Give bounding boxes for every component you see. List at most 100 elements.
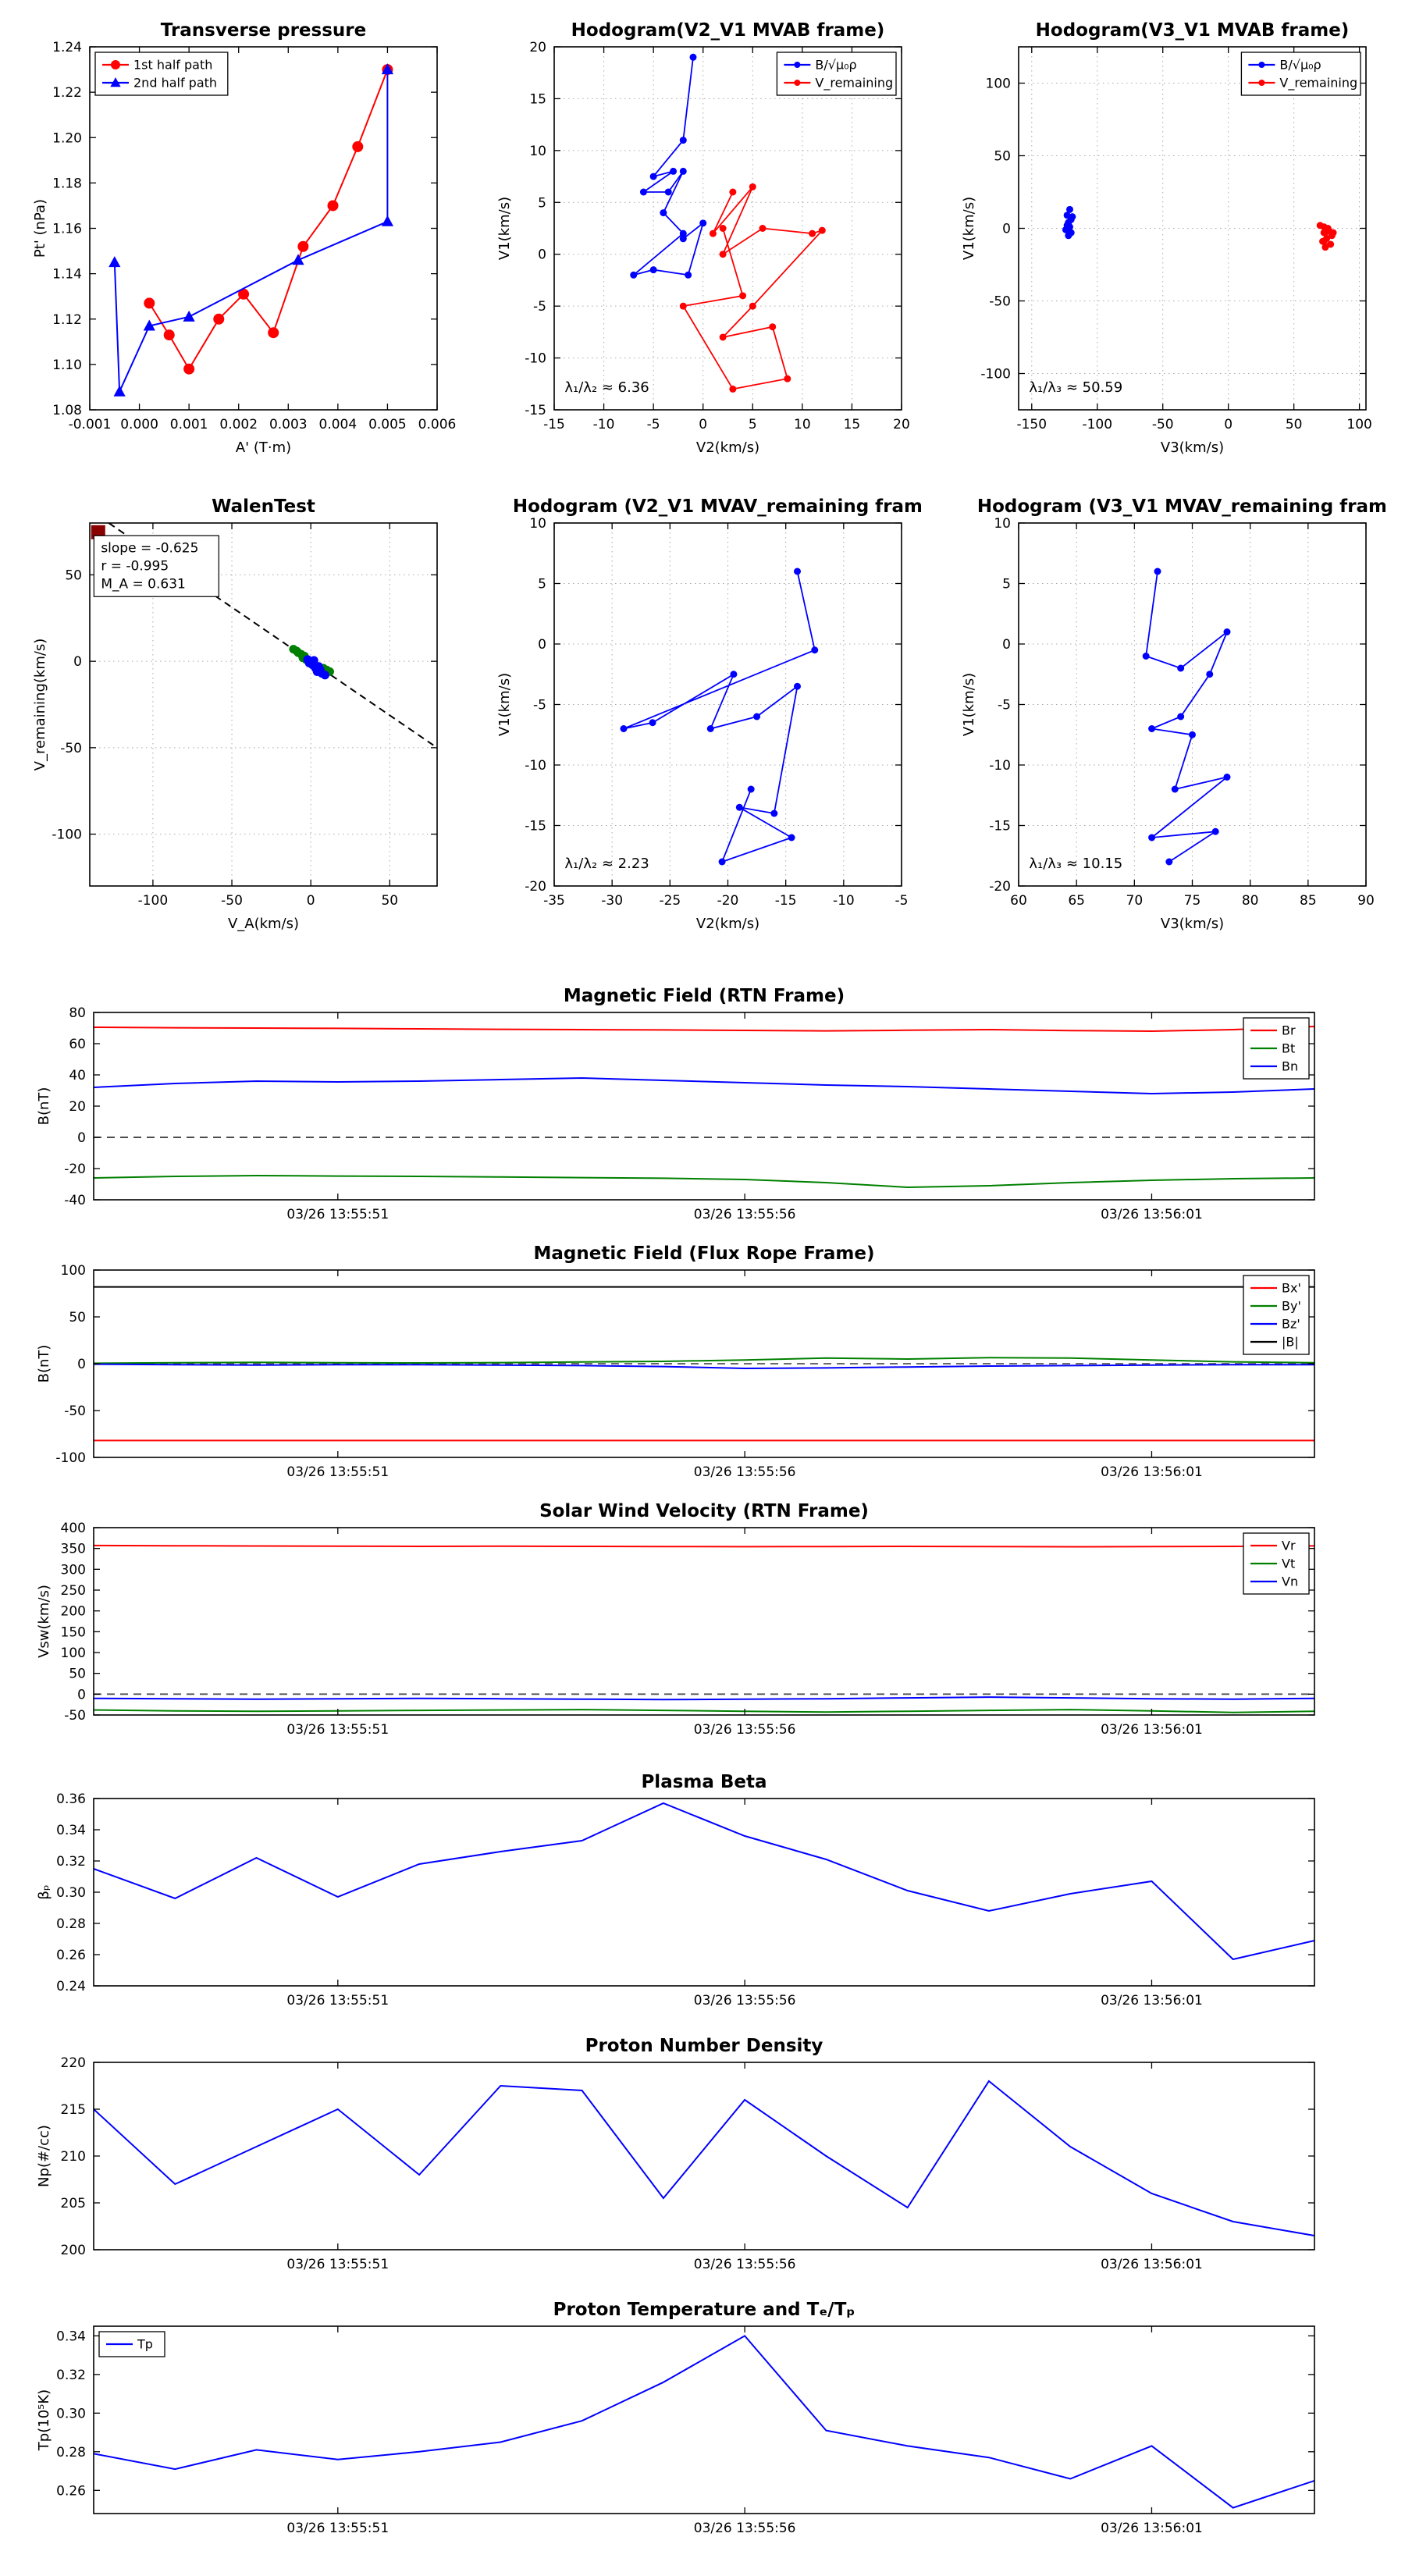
chart-hodogram-v2v1-mvab: -15 -10 -5 0 5 10 15 20 -15 -10 -5 0 5 10 15 20 Hodogram… [484, 12, 921, 464]
svg-text:0.28: 0.28 [56, 2445, 86, 2460]
svg-text:-20: -20 [717, 893, 739, 909]
svg-text:slope = -0.625: slope = -0.625 [101, 540, 198, 556]
svg-text:-100: -100 [1082, 417, 1112, 432]
svg-text:-0.001: -0.001 [69, 417, 112, 432]
svg-text:03/26 13:55:51: 03/26 13:55:51 [286, 1993, 389, 2008]
svg-text:50: 50 [69, 1667, 86, 1682]
svg-text:B(nT): B(nT) [36, 1087, 52, 1126]
svg-text:0.30: 0.30 [56, 2406, 86, 2421]
svg-text:V2(km/s): V2(km/s) [696, 439, 759, 456]
svg-text:0.34: 0.34 [56, 2329, 86, 2344]
svg-text:r = -0.995: r = -0.995 [101, 558, 169, 574]
svg-text:200: 200 [61, 2243, 86, 2258]
svg-text:03/26 13:56:01: 03/26 13:56:01 [1101, 1993, 1203, 2008]
svg-text:M_A = 0.631: M_A = 0.631 [101, 576, 186, 592]
svg-text:Vn: Vn [1282, 1574, 1298, 1589]
svg-text:03/26 13:55:56: 03/26 13:55:56 [694, 1993, 796, 2008]
svg-text:Hodogram(V3_V1 MVAB frame): Hodogram(V3_V1 MVAB frame) [1036, 20, 1350, 41]
svg-text:150: 150 [61, 1624, 86, 1640]
svg-text:Vr: Vr [1282, 1539, 1296, 1553]
chart-magnetic-field-flux-rope: 03/26 13:55:51 03/26 13:55:56 03/26 13:56:… [0, 1237, 1405, 1495]
svg-text:λ₁/λ₂ ≈ 2.23: λ₁/λ₂ ≈ 2.23 [564, 856, 649, 872]
svg-text:V1(km/s): V1(km/s) [961, 197, 977, 260]
svg-text:-5: -5 [533, 698, 546, 713]
svg-text:-5: -5 [533, 299, 546, 315]
svg-text:20: 20 [893, 417, 910, 432]
svg-text:-150: -150 [1016, 417, 1047, 432]
svg-text:03/26 13:55:56: 03/26 13:55:56 [694, 2521, 796, 2536]
svg-text:50: 50 [381, 893, 398, 909]
svg-text:Magnetic Field (Flux Rope Fram: Magnetic Field (Flux Rope Frame) [534, 1244, 875, 1264]
svg-text:0: 0 [307, 893, 315, 909]
svg-text:-100: -100 [138, 893, 169, 909]
svg-text:Pt' (nPa): Pt' (nPa) [32, 199, 48, 258]
svg-text:B(nT): B(nT) [36, 1345, 52, 1383]
chart-plasma-beta: 03/26 13:55:51 03/26 13:55:56 03/26 13:56:… [0, 1766, 1405, 2023]
svg-text:80: 80 [1242, 893, 1259, 909]
svg-text:03/26 13:56:01: 03/26 13:56:01 [1101, 2257, 1203, 2272]
svg-text:0: 0 [77, 1687, 86, 1703]
svg-text:Np(#/cc): Np(#/cc) [36, 2125, 52, 2187]
svg-text:40: 40 [69, 1068, 86, 1083]
svg-text:V2(km/s): V2(km/s) [696, 916, 759, 932]
svg-text:-20: -20 [989, 879, 1011, 895]
svg-text:By': By' [1282, 1299, 1301, 1314]
svg-text:-20: -20 [64, 1162, 86, 1177]
svg-text:0.28: 0.28 [56, 1916, 86, 1932]
svg-text:0.000: 0.000 [120, 417, 158, 432]
svg-text:Tp: Tp [137, 2337, 153, 2352]
svg-text:15: 15 [844, 417, 861, 432]
svg-text:03/26 13:55:51: 03/26 13:55:51 [286, 2257, 389, 2272]
svg-text:210: 210 [61, 2149, 86, 2165]
svg-text:V1(km/s): V1(km/s) [496, 197, 513, 260]
svg-text:V3(km/s): V3(km/s) [1161, 916, 1224, 932]
svg-text:85: 85 [1300, 893, 1317, 909]
svg-text:0.32: 0.32 [56, 2368, 86, 2383]
svg-text:60: 60 [1010, 893, 1027, 909]
svg-text:03/26 13:55:51: 03/26 13:55:51 [286, 2521, 389, 2536]
chart-proton-temperature: 03/26 13:55:51 03/26 13:55:56 03/26 13:56:… [0, 2293, 1405, 2551]
svg-text:1.20: 1.20 [52, 130, 82, 146]
svg-text:15: 15 [529, 91, 546, 107]
svg-text:0.34: 0.34 [56, 1823, 86, 1838]
svg-text:100: 100 [1346, 417, 1371, 432]
svg-text:-100: -100 [980, 367, 1011, 382]
svg-text:10: 10 [529, 516, 546, 532]
svg-text:Bt: Bt [1282, 1041, 1295, 1056]
svg-text:-10: -10 [593, 417, 615, 432]
svg-text:400: 400 [61, 1521, 86, 1536]
svg-text:V1(km/s): V1(km/s) [496, 673, 513, 736]
svg-text:Proton Number Density: Proton Number Density [585, 2036, 823, 2056]
svg-text:-50: -50 [221, 893, 243, 909]
chart-hodogram-v3v1-mvav: 60 65 70 75 80 85 90 -20 -15 -10 -5 0 5 10 Hodogram (V… [948, 488, 1405, 941]
svg-text:Solar Wind Velocity (RTN Frame: Solar Wind Velocity (RTN Frame) [539, 1501, 869, 1521]
svg-text:0.002: 0.002 [219, 417, 258, 432]
svg-text:|B|: |B| [1282, 1335, 1299, 1350]
svg-text:0: 0 [1002, 222, 1011, 237]
svg-text:Hodogram (V2_V1 MVAV_remaining: Hodogram (V2_V1 MVAV_remaining frame) [513, 496, 921, 517]
svg-text:V_remaining: V_remaining [815, 76, 893, 91]
svg-text:1.16: 1.16 [52, 222, 82, 237]
svg-text:0.006: 0.006 [418, 417, 457, 432]
svg-text:10: 10 [994, 516, 1011, 532]
svg-text:-50: -50 [64, 1708, 86, 1724]
svg-text:0.24: 0.24 [56, 1979, 86, 1994]
svg-text:-15: -15 [775, 893, 797, 909]
svg-text:WalenTest: WalenTest [212, 496, 315, 517]
svg-text:1st half path: 1st half path [133, 58, 212, 73]
svg-text:0.003: 0.003 [269, 417, 308, 432]
svg-text:03/26 13:56:01: 03/26 13:56:01 [1101, 1464, 1203, 1480]
svg-text:B/√μ₀ρ: B/√μ₀ρ [815, 58, 856, 73]
svg-text:0: 0 [699, 417, 707, 432]
svg-text:-10: -10 [989, 758, 1011, 774]
svg-text:-100: -100 [55, 1450, 86, 1466]
svg-text:0: 0 [1224, 417, 1232, 432]
svg-text:10: 10 [529, 144, 546, 159]
svg-text:100: 100 [986, 76, 1011, 92]
svg-text:250: 250 [61, 1583, 86, 1599]
svg-text:60: 60 [69, 1037, 86, 1052]
svg-text:Bn: Bn [1282, 1059, 1298, 1074]
svg-text:0.36: 0.36 [56, 1791, 86, 1807]
svg-text:03/26 13:55:51: 03/26 13:55:51 [286, 1722, 389, 1738]
